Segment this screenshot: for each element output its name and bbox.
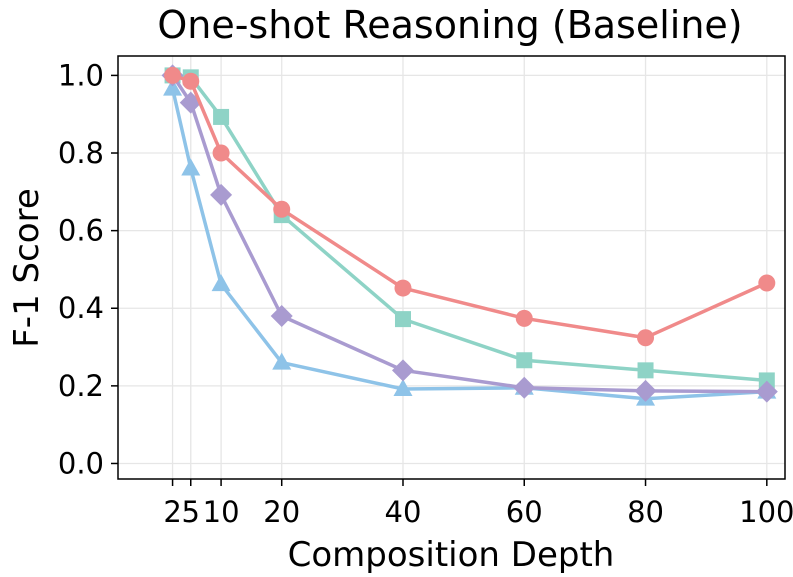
y-tick-label: 0.2 — [58, 369, 104, 403]
y-tick-label: 0.6 — [58, 214, 104, 248]
series-blue-triangle-line — [170, 88, 767, 401]
y-tick-label: 0.8 — [58, 136, 104, 170]
x-tick-label: 5 — [182, 495, 200, 529]
x-tick-label: 100 — [739, 495, 793, 529]
series-blue-triangle-point — [211, 274, 231, 292]
series-teal-square-point — [758, 372, 775, 389]
y-tick-label: 0.4 — [58, 291, 104, 325]
series-purple-diamond — [161, 64, 778, 403]
series-red-circle-line — [172, 73, 768, 340]
series-purple-diamond-point — [210, 183, 233, 206]
series-blue-triangle-point — [272, 352, 292, 370]
x-tick-label: 80 — [627, 495, 664, 529]
series-red-circle-point — [637, 329, 655, 347]
x-axis-label: Composition Depth — [288, 535, 615, 575]
plot-frame — [117, 55, 786, 480]
series-teal-square — [164, 67, 775, 389]
grid — [118, 56, 785, 479]
y-tick-label: 0.0 — [58, 446, 104, 480]
series-red-circle-point — [212, 144, 230, 162]
axis-ticks: 2 5 10 20 40 60 80 100 0.0 0.2 0.4 0.6 0.8 1.0 — [58, 58, 793, 529]
series-blue-triangle-point — [181, 158, 201, 176]
series-purple-diamond-point — [755, 380, 778, 403]
x-tick-label: 20 — [263, 495, 300, 529]
chart-title: One-shot Reasoning (Baseline) — [157, 3, 742, 47]
series-blue-triangle-point — [393, 378, 413, 396]
series-purple-diamond-point — [513, 376, 536, 399]
series-teal-square-point — [213, 108, 230, 125]
series-red-circle-point — [758, 274, 776, 292]
series-red-circle-point — [273, 200, 291, 218]
series-purple-diamond-line — [171, 74, 767, 394]
series-blue-triangle — [163, 78, 777, 406]
series-purple-diamond-point — [391, 359, 414, 382]
series-purple-diamond-point — [270, 305, 293, 328]
x-tick-label: 10 — [203, 495, 240, 529]
x-tick-label: 40 — [385, 495, 422, 529]
series-red-circle — [164, 66, 776, 347]
series-red-circle-point — [515, 309, 533, 327]
series-red-circle-point — [164, 66, 182, 84]
series-teal-square-point — [637, 362, 654, 379]
x-tick-label: 2 — [163, 495, 181, 529]
plot-series — [161, 64, 778, 406]
series-red-circle-point — [182, 72, 200, 90]
series-blue-triangle-point — [163, 78, 183, 96]
series-red-circle-point — [394, 279, 412, 297]
x-tick-label: 60 — [506, 495, 543, 529]
y-axis-label: F-1 Score — [7, 188, 47, 348]
series-purple-diamond-point — [634, 379, 657, 402]
series-teal-square-point — [516, 352, 533, 369]
y-tick-label: 1.0 — [58, 58, 104, 92]
series-teal-square-point — [394, 311, 411, 328]
